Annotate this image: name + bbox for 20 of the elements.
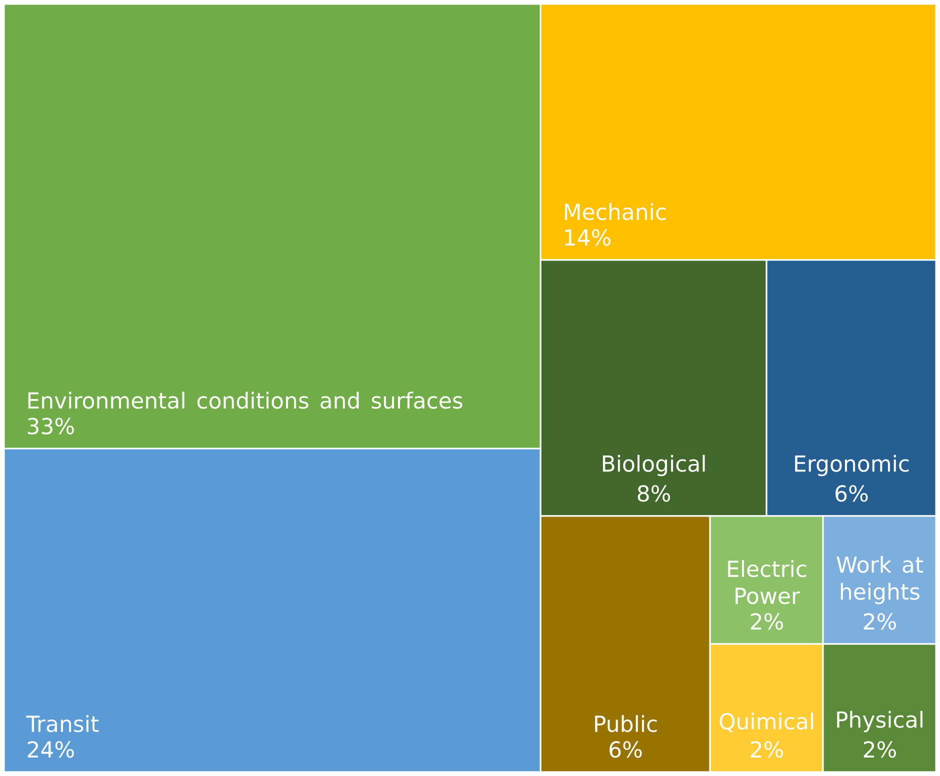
category-label: Biological (602, 454, 705, 476)
data-label: 2% (750, 741, 783, 758)
data-label: 24% (28, 741, 74, 758)
data-label: 2% (864, 613, 896, 630)
data-label: 8% (638, 485, 670, 502)
category-label: Ergonomic (795, 454, 909, 476)
category-label: Physical (837, 710, 922, 732)
category-label: Transit (26, 715, 99, 732)
data-label: 6% (836, 485, 868, 502)
category-label: Environmental conditions and surfaces (28, 392, 462, 409)
data-label: 33% (28, 418, 74, 434)
category-label: Electric Power (728, 560, 806, 604)
data-label: 2% (864, 741, 896, 758)
category-label: Quimical (720, 712, 813, 732)
data-label: 6% (610, 741, 642, 758)
category-label: Mechanic (564, 203, 666, 220)
data-label: 14% (565, 229, 610, 246)
category-label: Public (595, 715, 657, 732)
category-label: Work at heights (836, 556, 924, 604)
data-label: 2% (750, 613, 783, 630)
